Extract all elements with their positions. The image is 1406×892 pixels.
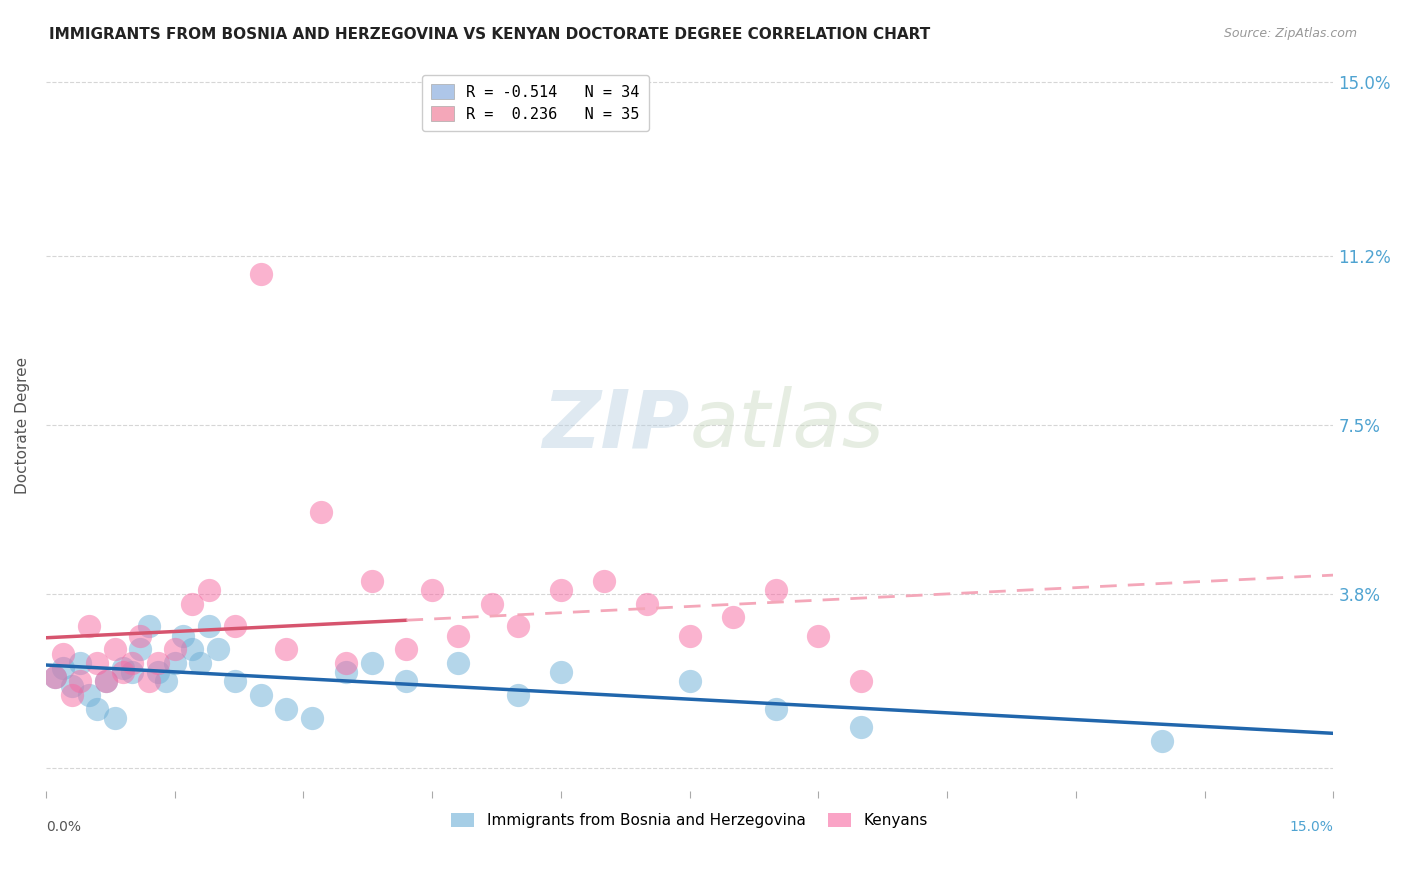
Point: [361, 656, 384, 670]
Point: [60, 679, 83, 693]
Point: [172, 628, 194, 642]
Point: [146, 656, 169, 670]
Point: [129, 642, 152, 657]
Text: atlas: atlas: [690, 386, 884, 464]
Legend: Immigrants from Bosnia and Herzegovina, Kenyans: Immigrants from Bosnia and Herzegovina, …: [446, 807, 934, 835]
Point: [69, 656, 91, 670]
Text: ZIP: ZIP: [543, 386, 690, 464]
Point: [121, 656, 143, 670]
Point: [395, 642, 418, 657]
Point: [851, 720, 873, 734]
Point: [550, 582, 572, 597]
Point: [592, 574, 614, 588]
Point: [77, 619, 100, 633]
Point: [309, 505, 332, 519]
Point: [52, 660, 75, 674]
Point: [180, 642, 202, 657]
Point: [138, 674, 160, 689]
Point: [94, 674, 117, 689]
Point: [112, 660, 135, 674]
Point: [121, 665, 143, 679]
Point: [207, 642, 229, 657]
Point: [765, 701, 787, 715]
Point: [146, 665, 169, 679]
Text: 0.0%: 0.0%: [46, 820, 82, 834]
Point: [190, 656, 212, 670]
Point: [636, 597, 658, 611]
Point: [138, 619, 160, 633]
Y-axis label: Doctorate Degree: Doctorate Degree: [15, 357, 30, 494]
Point: [335, 665, 357, 679]
Point: [447, 656, 470, 670]
Point: [44, 670, 66, 684]
Point: [420, 582, 443, 597]
Point: [44, 670, 66, 684]
Point: [395, 674, 418, 689]
Point: [506, 619, 529, 633]
Point: [224, 619, 246, 633]
Point: [851, 674, 873, 689]
Text: 15.0%: 15.0%: [1289, 820, 1333, 834]
Point: [77, 688, 100, 702]
Point: [129, 628, 152, 642]
Point: [679, 674, 702, 689]
Point: [679, 628, 702, 642]
Text: Source: ZipAtlas.com: Source: ZipAtlas.com: [1223, 27, 1357, 40]
Point: [86, 701, 108, 715]
Point: [361, 574, 384, 588]
Point: [1150, 733, 1173, 747]
Point: [163, 656, 186, 670]
Point: [224, 674, 246, 689]
Point: [112, 665, 135, 679]
Point: [276, 642, 298, 657]
Point: [155, 674, 177, 689]
Point: [86, 656, 108, 670]
Point: [60, 688, 83, 702]
Point: [276, 701, 298, 715]
Point: [94, 674, 117, 689]
Point: [301, 711, 323, 725]
Point: [447, 628, 470, 642]
Point: [163, 642, 186, 657]
Point: [198, 619, 221, 633]
Point: [69, 674, 91, 689]
Point: [249, 268, 271, 282]
Point: [249, 688, 271, 702]
Point: [104, 642, 127, 657]
Point: [506, 688, 529, 702]
Point: [180, 597, 202, 611]
Point: [198, 582, 221, 597]
Point: [481, 597, 503, 611]
Point: [721, 610, 744, 624]
Point: [765, 582, 787, 597]
Point: [550, 665, 572, 679]
Text: IMMIGRANTS FROM BOSNIA AND HERZEGOVINA VS KENYAN DOCTORATE DEGREE CORRELATION CH: IMMIGRANTS FROM BOSNIA AND HERZEGOVINA V…: [49, 27, 931, 42]
Point: [104, 711, 127, 725]
Point: [52, 647, 75, 661]
Point: [807, 628, 830, 642]
Point: [335, 656, 357, 670]
